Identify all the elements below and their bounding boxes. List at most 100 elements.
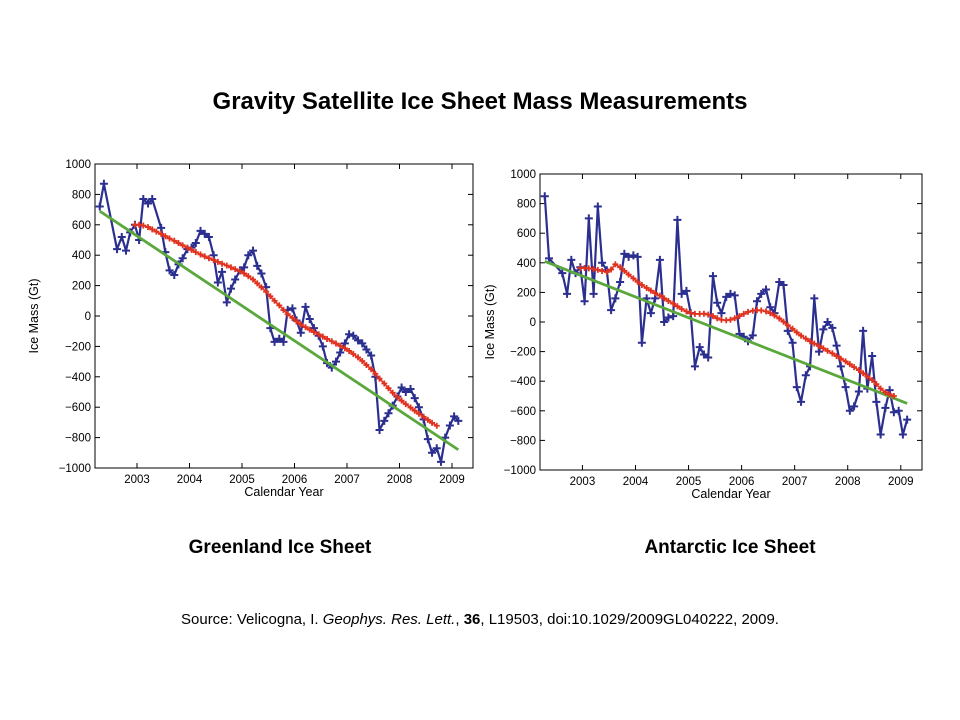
smoothed-point: [824, 347, 831, 354]
monthly-point: [607, 306, 616, 315]
y-tick-label: −400: [65, 372, 91, 384]
source-citation: Source: Velicogna, I. Geophys. Res. Lett…: [0, 611, 960, 628]
smoothed-point: [860, 370, 867, 377]
monthly-point: [336, 348, 345, 357]
smoothed-point: [250, 276, 257, 283]
x-tick-label: 2007: [334, 474, 360, 486]
smoothed-point: [324, 335, 331, 342]
monthly-point: [845, 406, 854, 415]
monthly-point: [428, 448, 437, 457]
monthly-point: [598, 258, 607, 267]
monthly-point: [222, 298, 231, 307]
antarctic-caption: Antarctic Ice Sheet: [644, 537, 816, 558]
smoothed-point: [798, 332, 805, 339]
monthly-point: [270, 337, 279, 346]
monthly-point: [349, 331, 358, 340]
y-tick-label: 0: [85, 311, 91, 323]
y-tick-label: 400: [517, 258, 536, 270]
smoothed-point: [263, 288, 270, 295]
x-tick-label: 2004: [623, 476, 649, 488]
monthly-point: [165, 266, 174, 275]
monthly-point: [580, 297, 589, 306]
smoothed-point: [608, 266, 615, 273]
smoothed-point: [643, 284, 650, 291]
monthly-point: [682, 286, 691, 295]
smoothed-point: [771, 312, 778, 319]
monthly-point: [677, 289, 686, 298]
source-volume: 36: [463, 611, 481, 628]
monthly-point: [859, 326, 868, 335]
smoothed-point: [829, 350, 836, 357]
smoothed-point: [820, 345, 827, 352]
monthly-point: [876, 430, 885, 439]
y-tick-label: −800: [65, 433, 91, 445]
smoothed-point: [599, 267, 606, 274]
monthly-point: [148, 194, 157, 203]
monthly-point: [231, 275, 240, 284]
source-journal: Geophys. Res. Lett.: [322, 611, 456, 628]
smoothed-point: [665, 297, 672, 304]
monthly-point: [836, 362, 845, 371]
y-axis-title: Ice Mass (Gt): [483, 284, 497, 359]
monthly-point: [178, 254, 187, 263]
smoothed-point: [634, 278, 641, 285]
smoothed-point: [315, 331, 322, 338]
smoothed-point: [630, 275, 637, 282]
monthly-point: [380, 416, 389, 425]
smoothed-point: [201, 253, 208, 260]
x-tick-label: 2008: [835, 476, 861, 488]
y-tick-label: −400: [510, 376, 536, 388]
smoothed-point: [346, 347, 353, 354]
smoothed-point: [740, 310, 747, 317]
smoothed-point: [376, 375, 383, 382]
greenland-chart: −1000 −800 −600 −400 −200 0 200 400 600 800 1000 20…: [27, 159, 474, 499]
smoothed-point: [140, 222, 147, 229]
x-tick-label: 2009: [439, 474, 465, 486]
monthly-point: [695, 343, 704, 352]
monthly-point: [139, 194, 148, 203]
smoothed-point: [297, 321, 304, 328]
y-tick-label: −600: [510, 406, 536, 418]
smoothed-point: [842, 358, 849, 365]
smoothed-point: [398, 397, 405, 404]
monthly-point: [832, 341, 841, 350]
monthly-point: [296, 328, 305, 337]
smoothed-point: [289, 314, 296, 321]
monthly-point: [423, 435, 432, 444]
smoothed-point: [276, 302, 283, 309]
monthly-point: [779, 281, 788, 289]
smoothed-point: [236, 268, 243, 275]
monthly-point: [660, 318, 669, 326]
monthly-point: [244, 251, 253, 260]
smoothed-point: [683, 308, 690, 315]
monthly-point: [410, 394, 419, 403]
monthly-point: [611, 294, 620, 303]
smoothed-point: [714, 315, 721, 322]
smoothed-point: [780, 318, 787, 325]
y-tick-label: 1000: [65, 159, 91, 171]
monthly-point: [699, 350, 708, 359]
smoothed-point: [284, 311, 291, 318]
smoothed-point: [402, 401, 409, 408]
smoothed-point: [192, 249, 199, 256]
smoothed-point: [184, 244, 191, 251]
smoothed-point: [789, 325, 796, 332]
monthly-point: [170, 270, 179, 279]
smoothed-point: [784, 322, 791, 329]
monthly-point: [730, 291, 739, 300]
smoothed-point: [647, 287, 654, 294]
smoothed-point: [363, 361, 370, 368]
smoothed-point: [731, 315, 738, 322]
smoothed-point: [306, 326, 313, 333]
source-sep: ,: [455, 611, 464, 628]
smoothed-point: [302, 324, 309, 331]
smoothed-point: [890, 393, 897, 399]
monthly-point: [113, 245, 122, 254]
monthly-point: [157, 223, 166, 232]
x-tick-label: 2007: [782, 476, 808, 488]
monthly-point: [903, 415, 912, 424]
monthly-point: [345, 330, 354, 339]
monthly-point: [384, 409, 393, 418]
monthly-point: [445, 421, 454, 430]
monthly-point: [819, 325, 828, 334]
